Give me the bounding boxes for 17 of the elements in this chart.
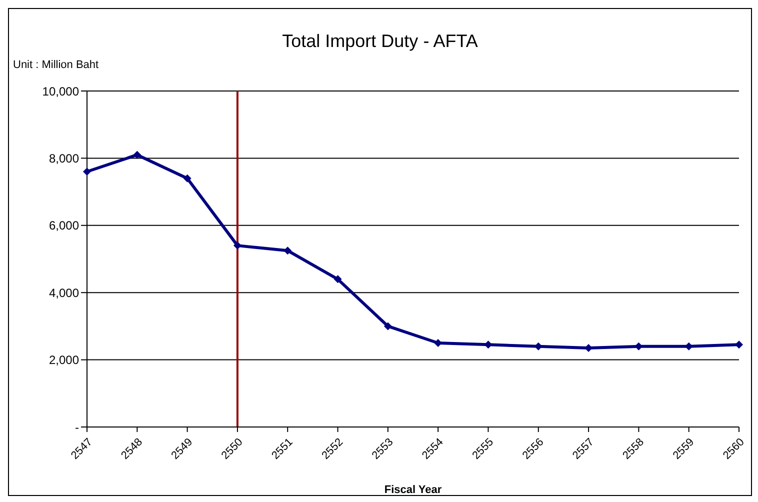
point xyxy=(384,322,392,330)
point xyxy=(83,168,91,176)
y-tick-label: 4,000 xyxy=(48,286,80,300)
x-axis-title: Fiscal Year xyxy=(384,484,442,496)
chart-title: Total Import Duty - AFTA xyxy=(281,31,479,52)
point xyxy=(133,150,142,159)
y-tick-label: 6,000 xyxy=(48,218,80,233)
point xyxy=(735,340,743,349)
point xyxy=(284,246,292,255)
text: Unit : Million Baht xyxy=(13,59,99,71)
y-tick-label: 8,000 xyxy=(48,151,80,166)
y-tick-label: 10,000 xyxy=(42,84,80,98)
point xyxy=(334,275,342,284)
point xyxy=(233,242,242,250)
point xyxy=(183,174,192,182)
y-tick-label: 2,000 xyxy=(48,353,80,368)
y-tick-label: - xyxy=(75,420,79,434)
